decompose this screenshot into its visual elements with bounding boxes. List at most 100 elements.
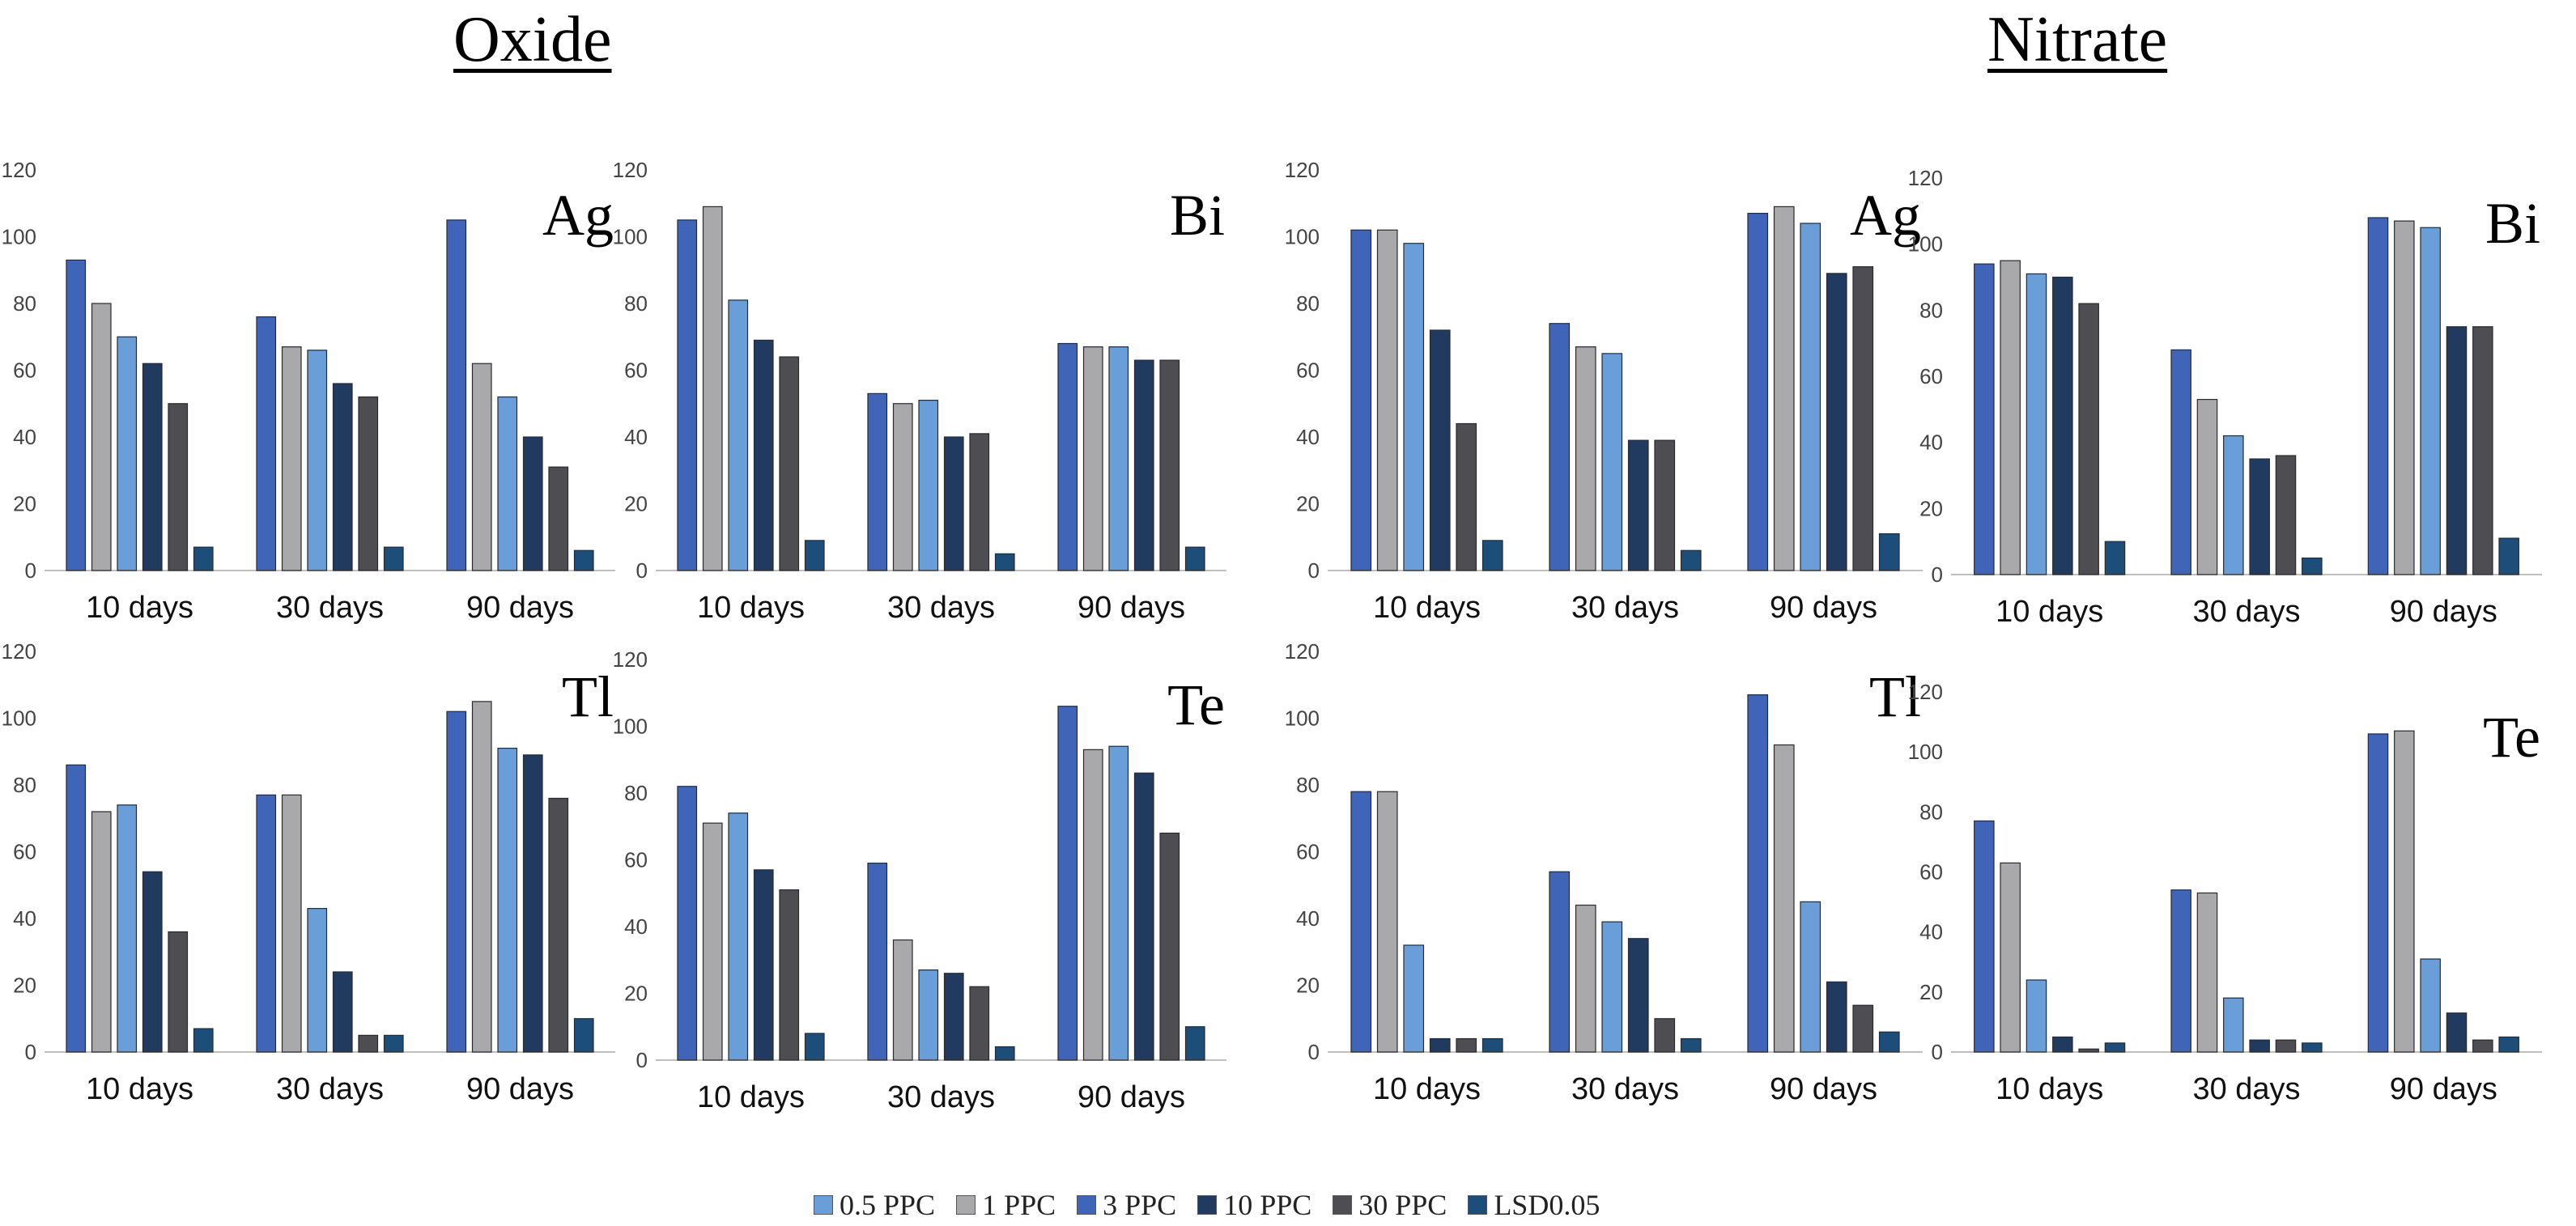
bar: [918, 400, 939, 571]
bar: [2000, 862, 2021, 1053]
y-tick-label: 100: [1908, 740, 1943, 764]
bar: [1159, 832, 1180, 1061]
y-tick-label: 80: [1919, 800, 1943, 824]
bar: [1747, 213, 1769, 571]
bar: [2052, 276, 2073, 575]
bar: [1878, 1031, 1900, 1053]
bar: [1549, 323, 1571, 571]
y-tick-label: 0: [25, 1040, 36, 1064]
y-tick-label: 40: [624, 425, 648, 449]
legend-item: 0.5 PPC: [814, 1188, 935, 1222]
bar: [994, 553, 1015, 571]
bar: [1852, 1004, 1874, 1053]
y-tick-label: 20: [1296, 492, 1320, 516]
bar: [2394, 220, 2415, 575]
bar: [1654, 439, 1676, 571]
bar: [969, 433, 990, 571]
y-tick-label: 100: [2, 225, 36, 249]
bar: [994, 1046, 1015, 1061]
y-tick-label: 80: [13, 291, 36, 316]
bar: [1575, 346, 1596, 571]
bar: [168, 931, 189, 1053]
bar: [1680, 1037, 1702, 1053]
x-tick-label: 90 days: [1770, 591, 1877, 625]
y-tick-label: 120: [1285, 158, 1320, 182]
y-tick-label: 120: [2, 158, 36, 182]
legend: 0.5 PPC 1 PPC 3 PPC 10 PPC 30 PPC LSD0.0…: [814, 1188, 1621, 1222]
bar: [702, 822, 723, 1061]
legend-item: 1 PPC: [956, 1188, 1056, 1222]
y-tick-label: 80: [1296, 291, 1320, 316]
legend-swatch-lsd: [1468, 1195, 1488, 1215]
bar: [1133, 359, 1154, 571]
y-tick-label: 20: [13, 974, 36, 998]
bar: [383, 1034, 404, 1053]
bar: [193, 1028, 214, 1053]
bar: [1826, 273, 1847, 571]
bar: [728, 299, 749, 571]
bar: [91, 811, 112, 1053]
bar: [193, 546, 214, 571]
x-tick-label: 30 days: [887, 591, 995, 625]
bar: [1974, 820, 1995, 1053]
y-tick-label: 80: [624, 781, 648, 805]
y-tick-label: 40: [13, 425, 36, 449]
bar: [332, 971, 353, 1053]
bar: [1826, 981, 1847, 1053]
bar: [1800, 223, 1821, 571]
bar: [2000, 260, 2021, 575]
x-tick-label: 90 days: [1078, 591, 1185, 625]
chart-element-title: Bi: [1170, 183, 1225, 248]
y-tick-label: 40: [1296, 906, 1320, 931]
y-tick-label: 0: [636, 1048, 648, 1072]
x-tick-label: 30 days: [2192, 1072, 2300, 1106]
bar: [2249, 1039, 2270, 1053]
bar: [2472, 326, 2493, 575]
bar: [1601, 353, 1623, 571]
bar: [522, 436, 543, 571]
bar: [281, 346, 302, 571]
bar: [2367, 217, 2389, 575]
bar: [1773, 206, 1795, 571]
oxide-section-title: Oxide: [453, 4, 612, 75]
x-tick-label: 30 days: [1571, 1072, 1679, 1106]
y-tick-label: 100: [613, 225, 648, 249]
bar: [1747, 694, 1769, 1053]
bar: [1627, 938, 1649, 1053]
x-tick-label: 30 days: [276, 1072, 384, 1106]
nitrate-section-title: Nitrate: [1987, 4, 2168, 75]
bar: [677, 786, 698, 1061]
bar: [918, 969, 939, 1061]
y-tick-label: 100: [1908, 232, 1943, 257]
bar: [256, 794, 277, 1053]
bar: [1403, 944, 1425, 1053]
bar: [2420, 958, 2441, 1053]
bar: [1481, 540, 1503, 571]
y-tick-label: 80: [1296, 773, 1320, 797]
bar: [471, 363, 492, 571]
bar: [66, 764, 87, 1053]
bar: [1057, 706, 1078, 1061]
y-tick-label: 80: [13, 773, 36, 797]
bar: [943, 973, 964, 1061]
bar: [2104, 1042, 2126, 1053]
x-tick-label: 30 days: [2192, 595, 2300, 629]
bar: [779, 356, 800, 571]
bar: [1429, 329, 1451, 571]
bar: [2196, 892, 2218, 1053]
bar: [307, 350, 328, 571]
bar: [307, 908, 328, 1053]
bar: [867, 863, 888, 1061]
bar: [2420, 227, 2441, 575]
y-tick-label: 60: [1919, 860, 1943, 885]
x-tick-label: 90 days: [2390, 595, 2497, 629]
chart-element-title: Te: [2483, 705, 2540, 770]
bar: [1350, 791, 1372, 1053]
charts-canvas: 0 20 40 60 80 100 120 10 days 30 days 90 days Ag 0 2…: [2, 158, 2542, 1114]
bar: [2394, 730, 2415, 1053]
bar: [1549, 871, 1571, 1053]
bar: [2104, 541, 2126, 575]
bar: [1773, 744, 1795, 1053]
bar: [1082, 749, 1103, 1061]
y-tick-label: 100: [1285, 706, 1320, 731]
